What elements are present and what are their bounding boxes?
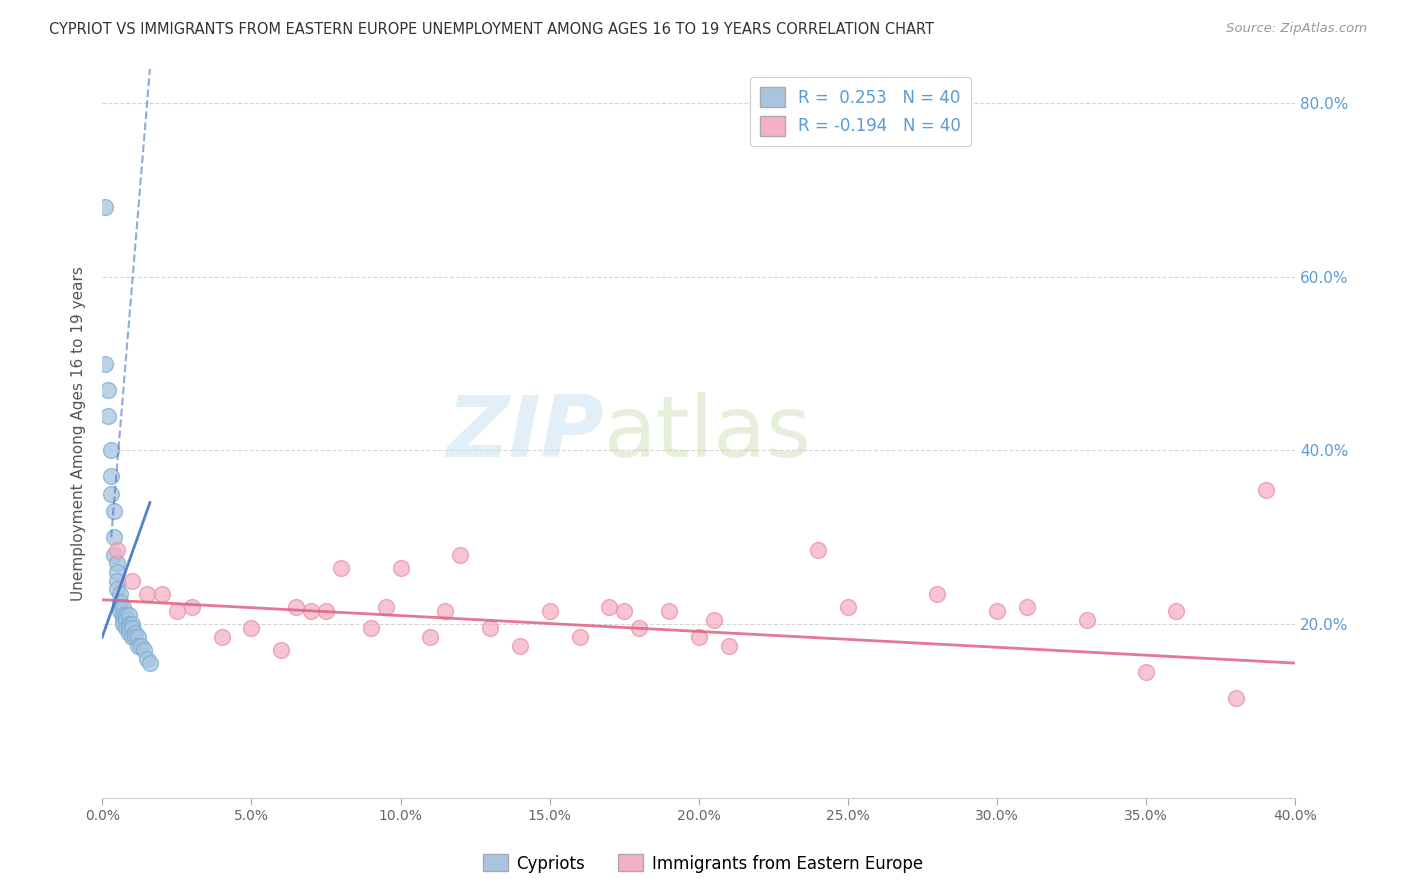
Point [97, 383, 120, 397]
Point [105, 565, 128, 579]
Point [240, 621, 263, 635]
Point [118, 617, 141, 632]
Point [807, 543, 830, 558]
Point [127, 639, 149, 653]
Point [124, 630, 146, 644]
Point [315, 604, 337, 618]
Point [285, 599, 308, 614]
Point [717, 639, 740, 653]
Point [112, 613, 135, 627]
Legend: Cypriots, Immigrants from Eastern Europe: Cypriots, Immigrants from Eastern Europe [477, 847, 929, 880]
Point [94, 201, 117, 215]
Point [180, 599, 202, 614]
Point [211, 630, 233, 644]
Point [108, 604, 131, 618]
Point [139, 656, 162, 670]
Point [121, 630, 143, 644]
Point [136, 587, 159, 601]
Point [150, 587, 173, 601]
Point [628, 621, 651, 635]
Point [105, 543, 128, 558]
Point [118, 625, 141, 640]
Legend: R =  0.253   N = 40, R = -0.194   N = 40: R = 0.253 N = 40, R = -0.194 N = 40 [749, 77, 972, 146]
Point [112, 608, 135, 623]
Point [449, 548, 471, 562]
Point [360, 621, 382, 635]
Point [598, 599, 620, 614]
Point [115, 608, 138, 623]
Point [108, 599, 131, 614]
Point [124, 625, 146, 640]
Point [329, 560, 352, 574]
Point [1254, 483, 1277, 497]
Point [1135, 665, 1157, 679]
Point [121, 574, 143, 588]
Point [132, 643, 155, 657]
Point [103, 530, 125, 544]
Text: CYPRIOT VS IMMIGRANTS FROM EASTERN EUROPE UNEMPLOYMENT AMONG AGES 16 TO 19 YEARS: CYPRIOT VS IMMIGRANTS FROM EASTERN EUROP… [49, 22, 934, 37]
Point [121, 617, 143, 632]
Text: ZIP: ZIP [446, 392, 603, 475]
Point [1015, 599, 1038, 614]
Point [103, 548, 125, 562]
Point [100, 487, 122, 501]
Point [1166, 604, 1188, 618]
Point [112, 617, 135, 632]
Point [108, 595, 131, 609]
Point [658, 604, 681, 618]
Point [97, 409, 120, 423]
Point [118, 608, 141, 623]
Point [136, 652, 159, 666]
Point [94, 357, 117, 371]
Point [166, 604, 188, 618]
Point [105, 557, 128, 571]
Point [112, 599, 135, 614]
Text: Source: ZipAtlas.com: Source: ZipAtlas.com [1226, 22, 1367, 36]
Point [434, 604, 457, 618]
Point [1225, 690, 1247, 705]
Text: atlas: atlas [603, 392, 811, 475]
Point [127, 630, 149, 644]
Point [121, 621, 143, 635]
Point [105, 574, 128, 588]
Point [270, 643, 292, 657]
Point [115, 613, 138, 627]
Point [129, 639, 152, 653]
Point [389, 560, 412, 574]
Point [986, 604, 1008, 618]
Point [100, 443, 122, 458]
Point [688, 630, 710, 644]
Point [538, 604, 561, 618]
Point [108, 587, 131, 601]
Point [100, 469, 122, 483]
Point [927, 587, 949, 601]
Y-axis label: Unemployment Among Ages 16 to 19 years: Unemployment Among Ages 16 to 19 years [72, 266, 86, 600]
Point [703, 613, 725, 627]
Point [419, 630, 441, 644]
Point [568, 630, 591, 644]
Point [105, 582, 128, 597]
Point [374, 599, 396, 614]
Point [509, 639, 531, 653]
Point [479, 621, 502, 635]
Point [299, 604, 322, 618]
Point [613, 604, 636, 618]
Point [115, 621, 138, 635]
Point [103, 504, 125, 518]
Point [118, 621, 141, 635]
Point [1076, 613, 1098, 627]
Point [837, 599, 859, 614]
